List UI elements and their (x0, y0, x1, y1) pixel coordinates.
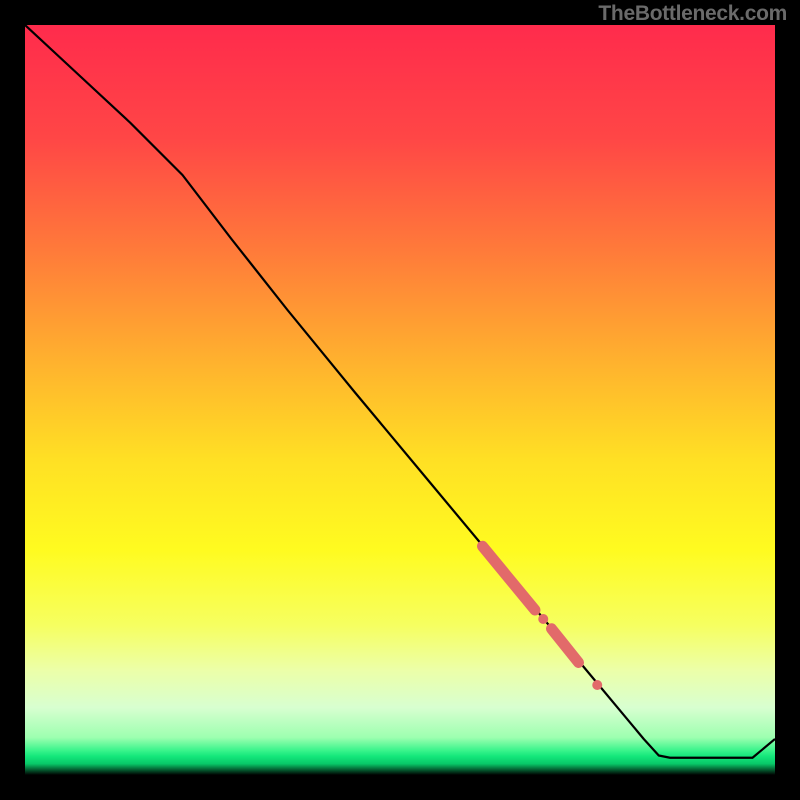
watermark-text: TheBottleneck.com (598, 2, 787, 26)
plot-area (25, 25, 775, 775)
chart-frame: TheBottleneck.com (0, 0, 800, 800)
marker-segment-0 (483, 546, 536, 610)
marker-dot-0 (538, 614, 548, 624)
curve-line (25, 25, 775, 758)
marker-segment-1 (552, 629, 579, 663)
marker-dot-1 (592, 680, 602, 690)
chart-svg (25, 25, 775, 775)
